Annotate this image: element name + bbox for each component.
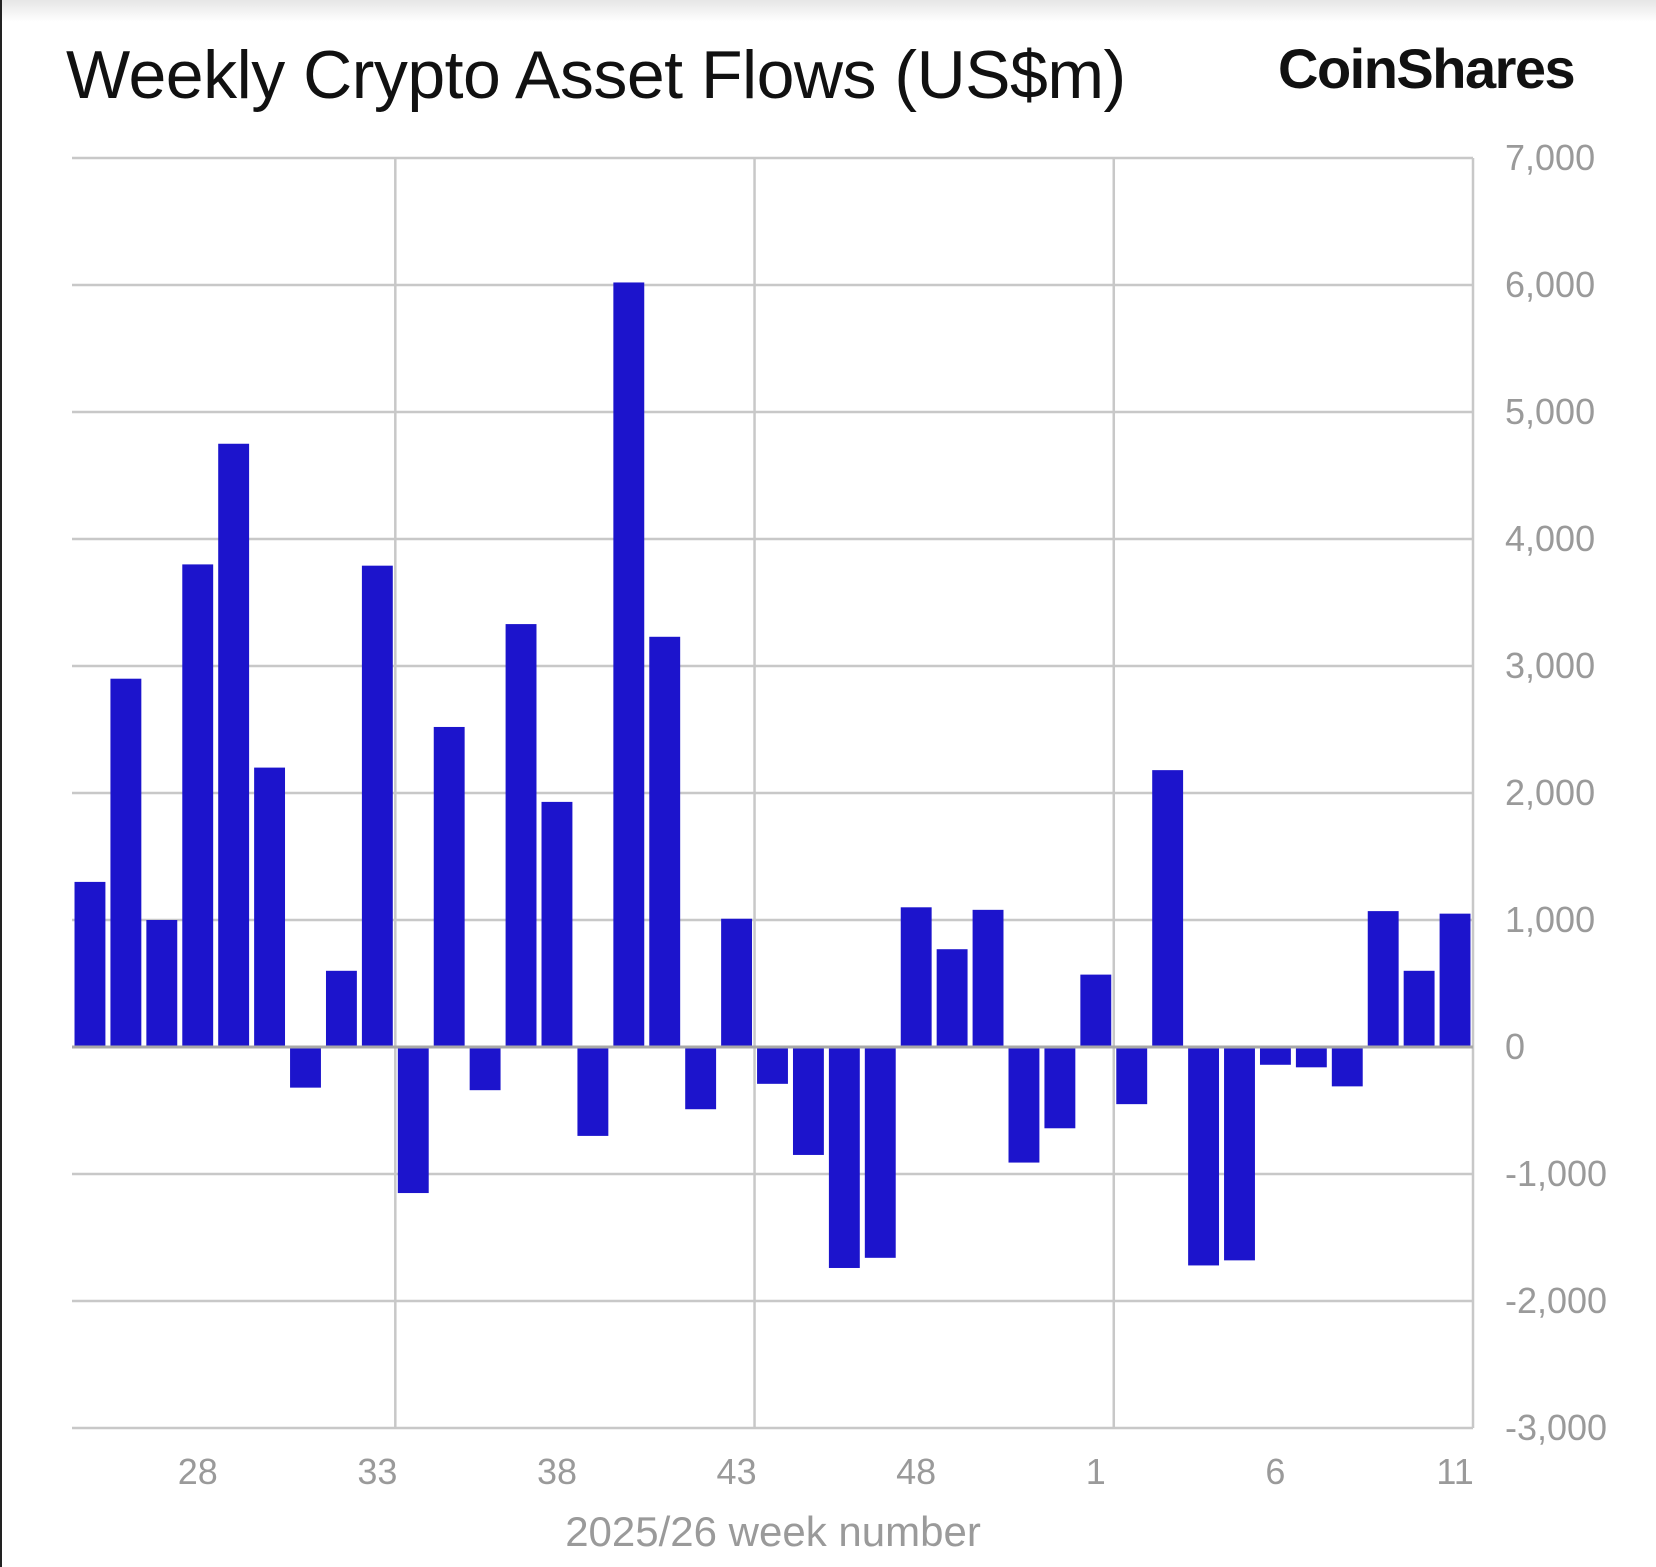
bar-week-43: [721, 918, 753, 1047]
bar-week-28: [182, 564, 214, 1047]
bar-week-27: [146, 920, 178, 1047]
x-axis-title: 2025/26 week number: [565, 1508, 981, 1555]
bar-week-48: [900, 907, 932, 1047]
bar-week-29: [218, 443, 250, 1047]
bar-week-31: [290, 1047, 321, 1088]
bar-week-44: [757, 1047, 788, 1084]
x-tick-label: 38: [537, 1451, 577, 1492]
bar-week-7: [1295, 1047, 1327, 1068]
coinshares-logo: CoinShares: [1278, 37, 1576, 100]
bar-week-33: [361, 565, 393, 1047]
bar-week-39: [577, 1047, 609, 1136]
bar-week-25: [74, 881, 106, 1047]
left-edge: [0, 0, 2, 1567]
y-tick-label: -3,000: [1505, 1407, 1607, 1448]
y-tick-label: 7,000: [1505, 137, 1595, 178]
bar-week-26: [110, 678, 142, 1047]
bar-week-4: [1188, 1047, 1220, 1266]
x-tick-label: 1: [1086, 1451, 1106, 1492]
bar-week-42: [685, 1047, 717, 1110]
y-tick-label: -2,000: [1505, 1280, 1607, 1321]
x-tick-label: 6: [1265, 1451, 1285, 1492]
bar-week-50: [972, 909, 1004, 1047]
y-tick-label: 2,000: [1505, 772, 1595, 813]
bar-week-51: [1008, 1047, 1040, 1163]
bar-week-47: [864, 1047, 896, 1258]
bar-week-38: [541, 801, 573, 1047]
y-tick-label: 3,000: [1505, 645, 1595, 686]
bar-week-6: [1259, 1047, 1291, 1065]
bar-week-49: [936, 949, 968, 1047]
y-tick-label: 6,000: [1505, 264, 1595, 305]
y-tick-label: 4,000: [1505, 518, 1595, 559]
bar-week-46: [828, 1047, 860, 1268]
bar-week-32: [325, 970, 357, 1047]
bar-week-40: [613, 282, 645, 1048]
x-tick-label: 28: [178, 1451, 218, 1492]
bar-week-34: [397, 1047, 429, 1194]
bar-week-3: [1152, 770, 1184, 1047]
bar-week-30: [254, 767, 286, 1047]
y-tick-label: 1,000: [1505, 899, 1595, 940]
bar-week-45: [792, 1047, 824, 1155]
bar-week-10: [1403, 970, 1435, 1047]
bar-week-52: [1044, 1047, 1076, 1129]
bar-week-41: [649, 636, 681, 1047]
bar-week-1: [1080, 974, 1112, 1047]
bar-week-8: [1331, 1047, 1363, 1087]
y-tick-label: -1,000: [1505, 1153, 1607, 1194]
bar-week-9: [1367, 911, 1399, 1047]
bar-week-2: [1116, 1047, 1148, 1105]
x-tick-label: 48: [896, 1451, 936, 1492]
chart-title: Weekly Crypto Asset Flows (US$m): [66, 37, 1126, 113]
bar-week-11: [1439, 913, 1471, 1047]
bar-week-37: [505, 624, 537, 1047]
y-tick-label: 5,000: [1505, 391, 1595, 432]
x-tick-label: 11: [1436, 1451, 1473, 1492]
bar-week-35: [433, 726, 465, 1047]
bar-week-5: [1224, 1047, 1255, 1261]
x-tick-label: 43: [717, 1451, 757, 1492]
x-tick-label: 33: [357, 1451, 397, 1492]
bar-week-36: [469, 1047, 501, 1091]
y-tick-label: 0: [1505, 1026, 1525, 1067]
top-shade: [0, 0, 1656, 22]
